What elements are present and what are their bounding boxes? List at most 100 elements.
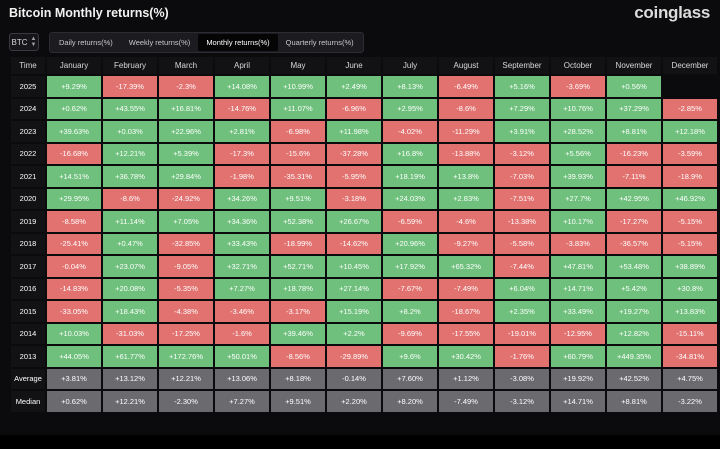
return-cell: -4.6% [439, 211, 493, 232]
return-cell: -16.68% [47, 143, 101, 164]
return-cell: +14.71% [551, 278, 605, 299]
return-cell: -8.58% [47, 211, 101, 232]
stat-cell: -3.22% [663, 391, 717, 412]
row-label-year: 2021 [11, 166, 45, 187]
return-cell: -4.38% [159, 301, 213, 322]
stat-cell: +14.71% [551, 391, 605, 412]
return-cell: +30.8% [663, 278, 717, 299]
return-cell: +13.83% [663, 301, 717, 322]
table-row: 2025 +9.29% -17.39% -2.3% +14.08% +10.99% +2.4… [11, 76, 717, 97]
return-cell: +19.27% [607, 301, 661, 322]
return-cell: +20.96% [383, 233, 437, 254]
table-row: 2022 -16.68% +12.21% +5.39% -17.3% -15.6% -37.… [11, 143, 717, 164]
bottom-bar [0, 435, 720, 449]
return-cell: +5.39% [159, 143, 213, 164]
return-cell: -16.23% [607, 143, 661, 164]
return-cell: -8.6% [439, 98, 493, 119]
return-cell: -19.01% [495, 323, 549, 344]
return-cell: +449.35% [607, 346, 661, 367]
return-cell: +2.95% [383, 98, 437, 119]
row-label-year: 2019 [11, 211, 45, 232]
return-cell: +32.71% [215, 256, 269, 277]
return-cell: -9.27% [439, 233, 493, 254]
return-cell: +9.51% [271, 188, 325, 209]
return-cell: -17.25% [159, 323, 213, 344]
column-header-month: January [47, 57, 101, 74]
return-cell: +33.43% [215, 233, 269, 254]
tab-daily-returns[interactable]: Daily returns(%) [59, 37, 113, 47]
sort-arrows-icon: ▲ ▼ [30, 36, 37, 48]
stats-row: Median +0.62% +12.21% -2.30% +7.27% +9.51% +2.… [11, 391, 717, 412]
column-header-month: May [271, 57, 325, 74]
table-row: 2024 +0.62% +43.55% +16.81% -14.76% +11.07% -6… [11, 98, 717, 119]
return-cell: +39.93% [551, 166, 605, 187]
return-cell: +22.96% [159, 121, 213, 142]
return-cell: -0.04% [47, 256, 101, 277]
tab-weekly-returns[interactable]: Weekly returns(%) [128, 37, 191, 47]
return-cell: -3.46% [215, 301, 269, 322]
return-cell: +8.2% [383, 301, 437, 322]
stat-cell: +12.21% [103, 391, 157, 412]
stat-cell: +1.12% [439, 368, 493, 389]
table-row: 2013 +44.05% +61.77% +172.76% +50.01% -8.56% -… [11, 346, 717, 367]
return-cell: +10.76% [551, 98, 605, 119]
return-cell: -5.95% [327, 166, 381, 187]
return-cell: -34.81% [663, 346, 717, 367]
table-row: 2020 +29.95% -8.6% -24.92% +34.26% +9.51% -3.1… [11, 188, 717, 209]
return-cell: +2.2% [327, 323, 381, 344]
return-cell: +16.8% [383, 143, 437, 164]
return-cell: +11.07% [271, 98, 325, 119]
return-cell: -6.98% [271, 121, 325, 142]
return-cell: -3.83% [551, 233, 605, 254]
return-cell: -32.85% [159, 233, 213, 254]
return-cell: -29.89% [327, 346, 381, 367]
stat-cell: +3.81% [47, 368, 101, 389]
return-cell: +13.8% [439, 166, 493, 187]
tab-quarterly-returns[interactable]: Quarterly returns(%) [285, 37, 354, 47]
return-cell: -9.69% [383, 323, 437, 344]
row-label-year: 2018 [11, 233, 45, 254]
tab-monthly-returns[interactable]: Monthly returns(%) [198, 33, 278, 51]
return-cell: +12.18% [663, 121, 717, 142]
return-cell: +29.95% [47, 188, 101, 209]
return-cell: +30.42% [439, 346, 493, 367]
return-cell: -33.05% [47, 301, 101, 322]
return-cell: +12.21% [103, 143, 157, 164]
return-cell: +60.79% [551, 346, 605, 367]
return-cell: +11.98% [327, 121, 381, 142]
return-cell: -5.15% [663, 211, 717, 232]
return-cell: -1.6% [215, 323, 269, 344]
monthly-returns-table: Time January February March April May June Jul… [9, 55, 719, 414]
column-header-month: June [327, 57, 381, 74]
return-cell: -25.41% [47, 233, 101, 254]
coin-select[interactable]: BTC ▲ ▼ [9, 33, 39, 51]
return-cell: +0.56% [607, 76, 661, 97]
row-label-year: 2022 [11, 143, 45, 164]
return-cell: +18.43% [103, 301, 157, 322]
column-header-month: April [215, 57, 269, 74]
return-cell: -37.28% [327, 143, 381, 164]
return-cell: +39.63% [47, 121, 101, 142]
coin-select-value: BTC [11, 37, 28, 47]
return-cell: +26.67% [327, 211, 381, 232]
return-cell: +2.83% [439, 188, 493, 209]
return-cell: +0.47% [103, 233, 157, 254]
return-cell: -8.56% [271, 346, 325, 367]
return-cell: +52.38% [271, 211, 325, 232]
return-cell: +34.36% [215, 211, 269, 232]
return-cell: +14.08% [215, 76, 269, 97]
return-cell: +2.35% [495, 301, 549, 322]
return-cell: +7.29% [495, 98, 549, 119]
return-cell: +18.19% [383, 166, 437, 187]
stat-cell: +12.21% [159, 368, 213, 389]
return-cell: -12.95% [551, 323, 605, 344]
return-cell: -2.85% [663, 98, 717, 119]
return-cell: -5.35% [159, 278, 213, 299]
stat-cell: -3.12% [495, 391, 549, 412]
return-cell: -13.88% [439, 143, 493, 164]
return-cell: +34.26% [215, 188, 269, 209]
table-row: 2023 +39.63% +0.03% +22.96% +2.81% -6.98% +11.… [11, 121, 717, 142]
returns-period-tabs: Daily returns(%) Weekly returns(%) Month… [49, 31, 364, 53]
stat-cell: +8.18% [271, 368, 325, 389]
table-row: 2015 -33.05% +18.43% -4.38% -3.46% -3.17% +15.… [11, 301, 717, 322]
